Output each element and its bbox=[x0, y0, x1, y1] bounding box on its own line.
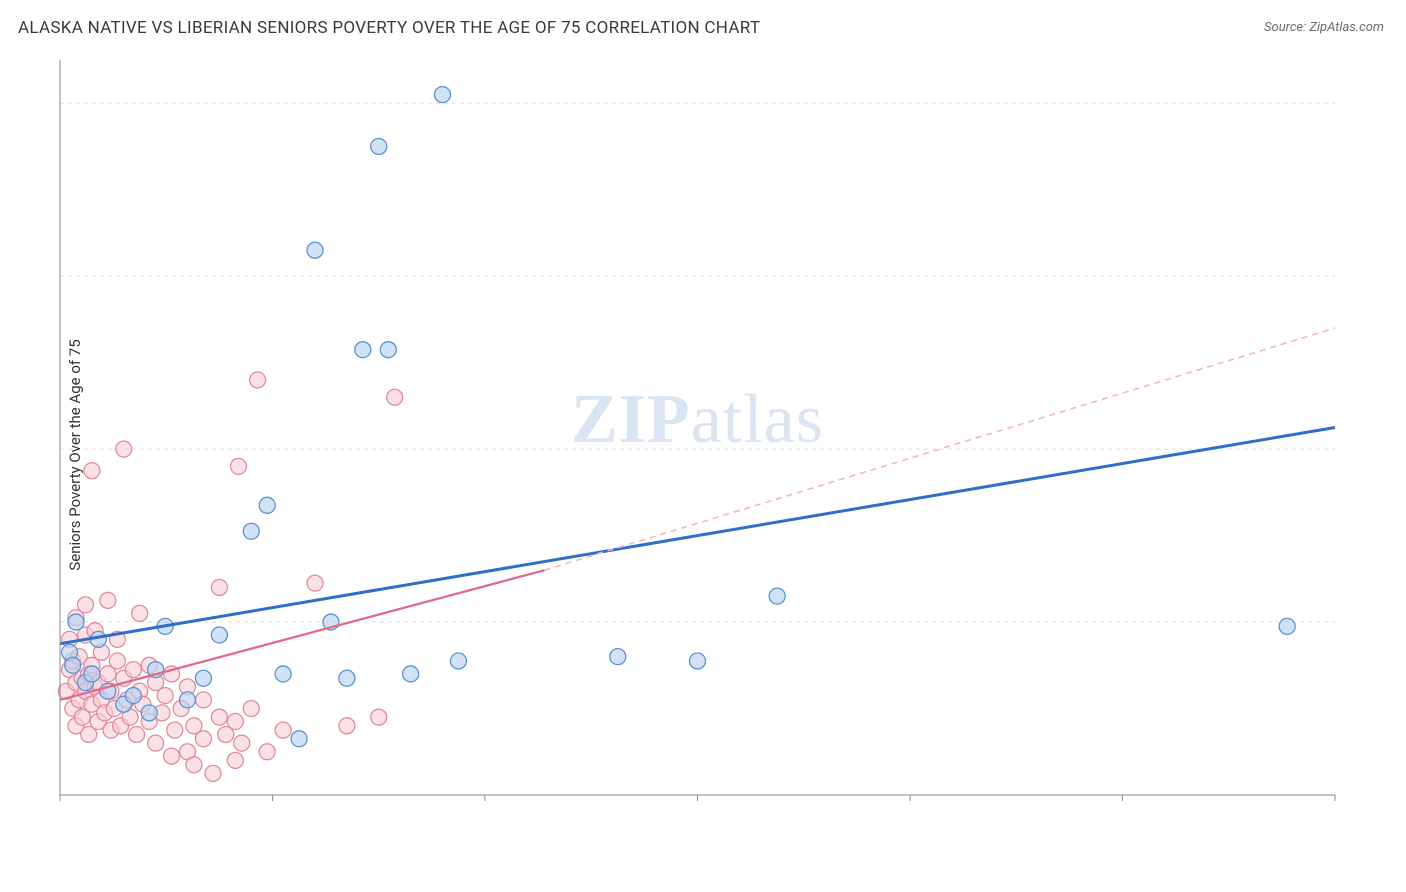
scatter-point-liberians bbox=[78, 597, 94, 613]
scatter-point-liberians bbox=[387, 389, 403, 405]
scatter-point-liberians bbox=[371, 709, 387, 725]
scatter-point-alaska_natives bbox=[180, 692, 196, 708]
scatter-point-alaska_natives bbox=[610, 649, 626, 665]
scatter-point-liberians bbox=[195, 692, 211, 708]
scatter-point-alaska_natives bbox=[211, 627, 227, 643]
scatter-point-alaska_natives bbox=[84, 666, 100, 682]
scatter-point-liberians bbox=[275, 722, 291, 738]
scatter-point-liberians bbox=[167, 722, 183, 738]
scatter-point-alaska_natives bbox=[195, 670, 211, 686]
scatter-point-liberians bbox=[250, 372, 266, 388]
scatter-point-liberians bbox=[227, 714, 243, 730]
scatter-point-liberians bbox=[195, 731, 211, 747]
scatter-point-alaska_natives bbox=[259, 497, 275, 513]
scatter-point-alaska_natives bbox=[68, 614, 84, 630]
scatter-point-alaska_natives bbox=[141, 705, 157, 721]
scatter-point-alaska_natives bbox=[307, 242, 323, 258]
y-axis-label: Seniors Poverty Over the Age of 75 bbox=[66, 339, 84, 570]
scatter-point-liberians bbox=[227, 752, 243, 768]
scatter-point-liberians bbox=[100, 592, 116, 608]
scatter-point-alaska_natives bbox=[339, 670, 355, 686]
chart-title: ALASKA NATIVE VS LIBERIAN SENIORS POVERT… bbox=[18, 18, 760, 38]
scatter-point-liberians bbox=[148, 735, 164, 751]
scatter-point-alaska_natives bbox=[125, 688, 141, 704]
scatter-point-alaska_natives bbox=[403, 666, 419, 682]
scatter-point-liberians bbox=[243, 701, 259, 717]
scatter-point-liberians bbox=[186, 757, 202, 773]
watermark: ZIPatlas bbox=[571, 381, 824, 458]
scatter-point-liberians bbox=[129, 726, 145, 742]
scatter-point-alaska_natives bbox=[65, 657, 81, 673]
scatter-point-liberians bbox=[231, 458, 247, 474]
scatter-point-alaska_natives bbox=[371, 138, 387, 154]
scatter-point-alaska_natives bbox=[243, 523, 259, 539]
scatter-point-alaska_natives bbox=[450, 653, 466, 669]
scatter-point-liberians bbox=[125, 662, 141, 678]
scatter-point-liberians bbox=[211, 709, 227, 725]
plot-area: Seniors Poverty Over the Age of 75 ZIPat… bbox=[55, 55, 1390, 855]
scatter-point-alaska_natives bbox=[355, 342, 371, 358]
scatter-point-alaska_natives bbox=[769, 588, 785, 604]
scatter-point-liberians bbox=[132, 605, 148, 621]
scatter-point-alaska_natives bbox=[291, 731, 307, 747]
scatter-point-alaska_natives bbox=[435, 87, 451, 103]
scatter-point-liberians bbox=[259, 744, 275, 760]
scatter-point-liberians bbox=[205, 765, 221, 781]
scatter-point-alaska_natives bbox=[690, 653, 706, 669]
scatter-point-liberians bbox=[307, 575, 323, 591]
scatter-point-liberians bbox=[116, 441, 132, 457]
scatter-point-liberians bbox=[211, 579, 227, 595]
scatter-point-liberians bbox=[164, 748, 180, 764]
scatter-point-liberians bbox=[234, 735, 250, 751]
source-label: Source: ZipAtlas.com bbox=[1264, 20, 1384, 35]
scatter-point-alaska_natives bbox=[380, 342, 396, 358]
scatter-chart: ZIPatlas bbox=[55, 55, 1390, 830]
scatter-point-liberians bbox=[157, 688, 173, 704]
scatter-point-liberians bbox=[84, 463, 100, 479]
scatter-point-alaska_natives bbox=[1279, 618, 1295, 634]
scatter-point-alaska_natives bbox=[275, 666, 291, 682]
scatter-point-liberians bbox=[109, 653, 125, 669]
scatter-point-liberians bbox=[339, 718, 355, 734]
